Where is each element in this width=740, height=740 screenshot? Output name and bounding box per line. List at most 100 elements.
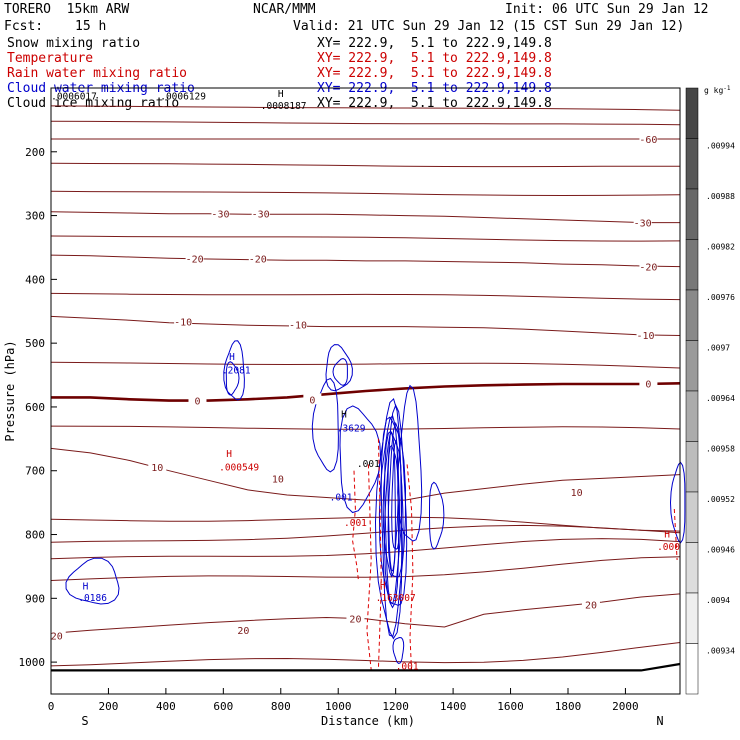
cloud-water-contour xyxy=(397,384,423,542)
isotherm-label: 10 xyxy=(272,474,284,485)
x-tick-label: 1200 xyxy=(382,700,409,713)
isotherm--10 xyxy=(50,315,681,336)
x-tick-label: 1600 xyxy=(497,700,524,713)
rain-water-layer xyxy=(352,438,678,670)
isotherm-label-bg xyxy=(567,485,586,497)
y-tick-label: 300 xyxy=(25,210,45,223)
isotherm-unlabeled xyxy=(50,120,681,126)
rain-water-contour xyxy=(352,470,359,580)
isotherm-label: 10 xyxy=(151,463,163,474)
colorbar-segment xyxy=(685,441,699,493)
rain-water-contour xyxy=(377,438,382,670)
isotherm-unlabeled xyxy=(50,292,681,301)
isotherm-label: 20 xyxy=(51,631,63,642)
isotherm-unlabeled xyxy=(50,642,681,667)
legend-rain-xy: XY= 222.9, 5.1 to 222.9,149.8 xyxy=(317,66,552,81)
model-title: TORERO 15km ARW xyxy=(4,2,130,17)
isotherm-label: -60 xyxy=(639,135,657,146)
isotherm-label: 0 xyxy=(645,379,651,390)
extremum-annotation: .163007 xyxy=(376,593,416,604)
colorbar-segment xyxy=(685,643,699,695)
y-tick-label: 800 xyxy=(25,529,45,542)
legend-rain-name: Rain water mixing ratio xyxy=(7,66,188,81)
x-tick-label: 800 xyxy=(271,700,291,713)
extremum-annotation: H xyxy=(83,582,89,593)
colorbar-tick-label: .0097 xyxy=(706,344,730,353)
isotherm-label-bg xyxy=(639,377,658,389)
cloud-water-contour xyxy=(325,344,353,392)
colorbar-units: g kg-1 xyxy=(704,85,731,95)
valid-time: Valid: 21 UTC Sun 29 Jan 12 (15 CST Sun … xyxy=(293,19,685,34)
x-tick-label: 400 xyxy=(156,700,176,713)
cloud-water-contour xyxy=(223,340,245,401)
extremum-annotation: .001 xyxy=(396,661,419,672)
isotherm-label-bg xyxy=(639,133,658,145)
isotherm-label-bg xyxy=(303,393,322,405)
isotherm-label: -30 xyxy=(211,210,229,221)
isotherm-label: 10 xyxy=(571,488,583,499)
isotherm-label: -10 xyxy=(637,331,655,342)
x-tick-label: 0 xyxy=(48,700,55,713)
colorbar-segment xyxy=(685,491,699,543)
colorbar-segment xyxy=(685,87,699,139)
colorbar-tick-label: .00934 xyxy=(706,647,735,656)
isotherm-label-bg xyxy=(251,207,270,219)
colorbar-tick-label: .00976 xyxy=(706,293,735,302)
colorbar-tick-label: .00964 xyxy=(706,394,735,403)
colorbar: .00994 .00988 .00982 .00976 .0097 .00964 .0095… xyxy=(685,87,735,695)
colorbar-tick-label: .00952 xyxy=(706,495,735,504)
isotherm--30 xyxy=(50,211,680,224)
isotherm-label-bg xyxy=(639,260,658,272)
isotherm-label: -20 xyxy=(639,263,657,274)
cloud-water-contour xyxy=(669,461,686,544)
x-axis-right-end: N xyxy=(656,714,663,728)
isotherm-layer xyxy=(50,138,681,634)
terrain-layer xyxy=(51,662,681,672)
isotherm-unlabeled xyxy=(50,105,681,111)
isotherm-label: -30 xyxy=(252,210,270,221)
extremum-annotation: .0186 xyxy=(78,593,107,604)
isotherm-10 xyxy=(50,447,681,501)
isotherm-label: -20 xyxy=(186,254,204,265)
isotherm-label-bg xyxy=(188,394,207,406)
isotherm-label-bg xyxy=(636,328,655,340)
extremum-annotation: .001 xyxy=(330,492,353,503)
center-title: NCAR/MMM xyxy=(253,2,316,17)
extremum-annotation: H xyxy=(664,529,670,540)
colorbar-tick-label: .00988 xyxy=(706,192,735,201)
isotherm-label: 0 xyxy=(194,397,200,408)
isotherm-label: -10 xyxy=(174,317,192,328)
y-tick-label: 200 xyxy=(25,146,45,159)
fcst-value: 15 h xyxy=(75,19,107,34)
y-tick-label: 600 xyxy=(25,401,45,414)
isotherm-label-layer: 20 20 20 20 10 10 10 0 0 0 -10 -10 -10 -20 -20 -20 -30 -3… xyxy=(47,133,658,642)
isotherm-unlabeled xyxy=(50,361,681,369)
isotherm-label-bg xyxy=(234,624,253,636)
isotherm-label-bg xyxy=(581,598,600,610)
isotherm-label-bg xyxy=(346,612,365,624)
extremum-annotation: .3629 xyxy=(337,423,366,434)
extremum-annotation: .2081 xyxy=(222,365,251,376)
extra-isotherm-layer xyxy=(50,105,681,667)
cloud-water-contour xyxy=(339,405,382,514)
plot-frame xyxy=(50,87,681,695)
isotherm-label-bg xyxy=(289,318,308,330)
isotherm-unlabeled xyxy=(50,538,681,560)
y-tick-label: 900 xyxy=(25,592,45,605)
colorbar-segment xyxy=(685,289,699,341)
extremum-annotation: H xyxy=(380,580,386,591)
isotherm-label: 0 xyxy=(309,395,315,406)
extremum-annotation: .0008187 xyxy=(261,101,307,112)
colorbar-tick-label: .00946 xyxy=(706,546,735,555)
fcst-label: Fcst: xyxy=(4,19,44,34)
extremum-annotation: .000 xyxy=(657,542,680,553)
legend-cloudice-xy: XY= 222.9, 5.1 to 222.9,149.8 xyxy=(317,96,552,111)
colorbar-segment xyxy=(685,592,699,644)
x-axis-label: Distance (km) xyxy=(321,714,415,728)
legend-snow-name: Snow mixing ratio xyxy=(7,36,141,51)
y-axis-label: Pressure (hPa) xyxy=(3,340,17,441)
extremum-annotation: H xyxy=(229,352,235,363)
x-tick-label: 200 xyxy=(99,700,119,713)
isotherm-label-bg xyxy=(148,460,167,472)
cloud-water-core-contour xyxy=(374,397,403,640)
